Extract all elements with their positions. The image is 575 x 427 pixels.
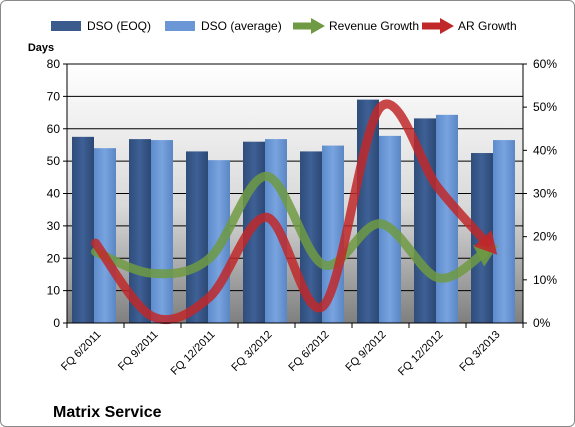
bar-dso-eoq: [186, 151, 208, 323]
y2-tick-label: 50%: [533, 100, 557, 114]
y-tick-label: 30: [47, 219, 61, 233]
x-tick-label: FQ 12/2012: [396, 329, 446, 379]
arrowhead-ar-growth: [473, 230, 498, 255]
legend-arrow-ar-growth: [440, 18, 454, 34]
y-tick-label: 60: [47, 122, 61, 136]
y-tick-label: 0: [53, 316, 60, 330]
legend-swatch-dso-eoq: [51, 21, 81, 31]
x-tick-label: FQ 6/2012: [286, 329, 331, 374]
x-tick-label: FQ 9/2012: [343, 329, 388, 374]
line-ar-growth: [91, 99, 492, 325]
y2-tick-label: 10%: [533, 273, 557, 287]
x-tick-label: FQ 12/2011: [169, 329, 218, 378]
y2-tick-label: 30%: [533, 187, 557, 201]
y2-tick-label: 20%: [533, 230, 557, 244]
legend-label-revenue-growth: Revenue Growth: [329, 19, 419, 33]
y-tick-label: 40: [47, 187, 61, 201]
bar-dso-average: [493, 140, 515, 323]
line-revenue-growth: [91, 171, 489, 283]
x-tick-label: FQ 3/2013: [457, 329, 502, 374]
bar-dso-average: [436, 114, 458, 323]
bar-dso-eoq: [72, 136, 94, 323]
y2-tick-label: 40%: [533, 143, 557, 157]
bar-dso-eoq: [300, 151, 322, 323]
chart-title: Matrix Service: [53, 404, 162, 421]
y2-tick-label: 60%: [533, 57, 557, 71]
x-tick-label: FQ 3/2012: [229, 329, 274, 374]
legend-swatch-dso-average: [165, 21, 195, 31]
bar-dso-eoq: [129, 139, 151, 323]
y-tick-label: 80: [47, 57, 61, 71]
x-tick-label: FQ 9/2011: [116, 329, 161, 374]
bar-dso-average: [151, 140, 173, 323]
y-tick-label: 50: [47, 154, 61, 168]
legend-arrow-revenue-growth: [311, 18, 325, 34]
bar-dso-average: [94, 148, 116, 323]
y-tick-label: 20: [47, 251, 61, 265]
y-tick-label: 70: [47, 89, 61, 103]
y-axis-label: Days: [28, 42, 54, 54]
legend-label-dso-average: DSO (average): [201, 19, 282, 33]
legend: DSO (EOQ) DSO (average) Revenue Growth AR G…: [51, 18, 517, 34]
legend-label-dso-eoq: DSO (EOQ): [87, 19, 151, 33]
y-tick-label: 10: [47, 284, 61, 298]
x-tick-label: FQ 6/2011: [59, 329, 104, 374]
growth-lines-group: [91, 99, 499, 325]
legend-label-ar-growth: AR Growth: [458, 19, 517, 33]
y2-tick-label: 0%: [533, 316, 551, 330]
